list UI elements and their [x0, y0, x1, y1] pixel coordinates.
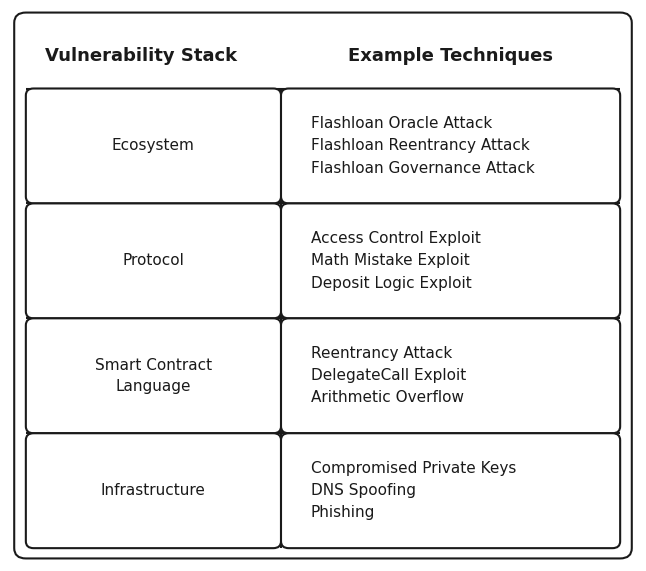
FancyBboxPatch shape [281, 89, 620, 203]
Text: Compromised Private Keys
DNS Spoofing
Phishing: Compromised Private Keys DNS Spoofing Ph… [311, 461, 516, 520]
Text: Example Techniques: Example Techniques [348, 47, 553, 65]
Text: Vulnerability Stack: Vulnerability Stack [45, 47, 237, 65]
FancyBboxPatch shape [14, 13, 632, 558]
FancyBboxPatch shape [281, 433, 620, 548]
FancyBboxPatch shape [26, 319, 281, 433]
FancyBboxPatch shape [26, 203, 281, 318]
Text: Reentrancy Attack
DelegateCall Exploit
Arithmetic Overflow: Reentrancy Attack DelegateCall Exploit A… [311, 346, 466, 405]
Text: Flashloan Oracle Attack
Flashloan Reentrancy Attack
Flashloan Governance Attack: Flashloan Oracle Attack Flashloan Reentr… [311, 116, 534, 176]
Text: Smart Contract
Language: Smart Contract Language [95, 358, 212, 394]
FancyBboxPatch shape [281, 319, 620, 433]
Text: Infrastructure: Infrastructure [101, 483, 206, 498]
FancyBboxPatch shape [281, 203, 620, 318]
FancyBboxPatch shape [26, 433, 281, 548]
FancyBboxPatch shape [26, 89, 281, 203]
Text: Ecosystem: Ecosystem [112, 138, 195, 154]
Text: Protocol: Protocol [123, 254, 184, 268]
Text: Access Control Exploit
Math Mistake Exploit
Deposit Logic Exploit: Access Control Exploit Math Mistake Expl… [311, 231, 481, 291]
